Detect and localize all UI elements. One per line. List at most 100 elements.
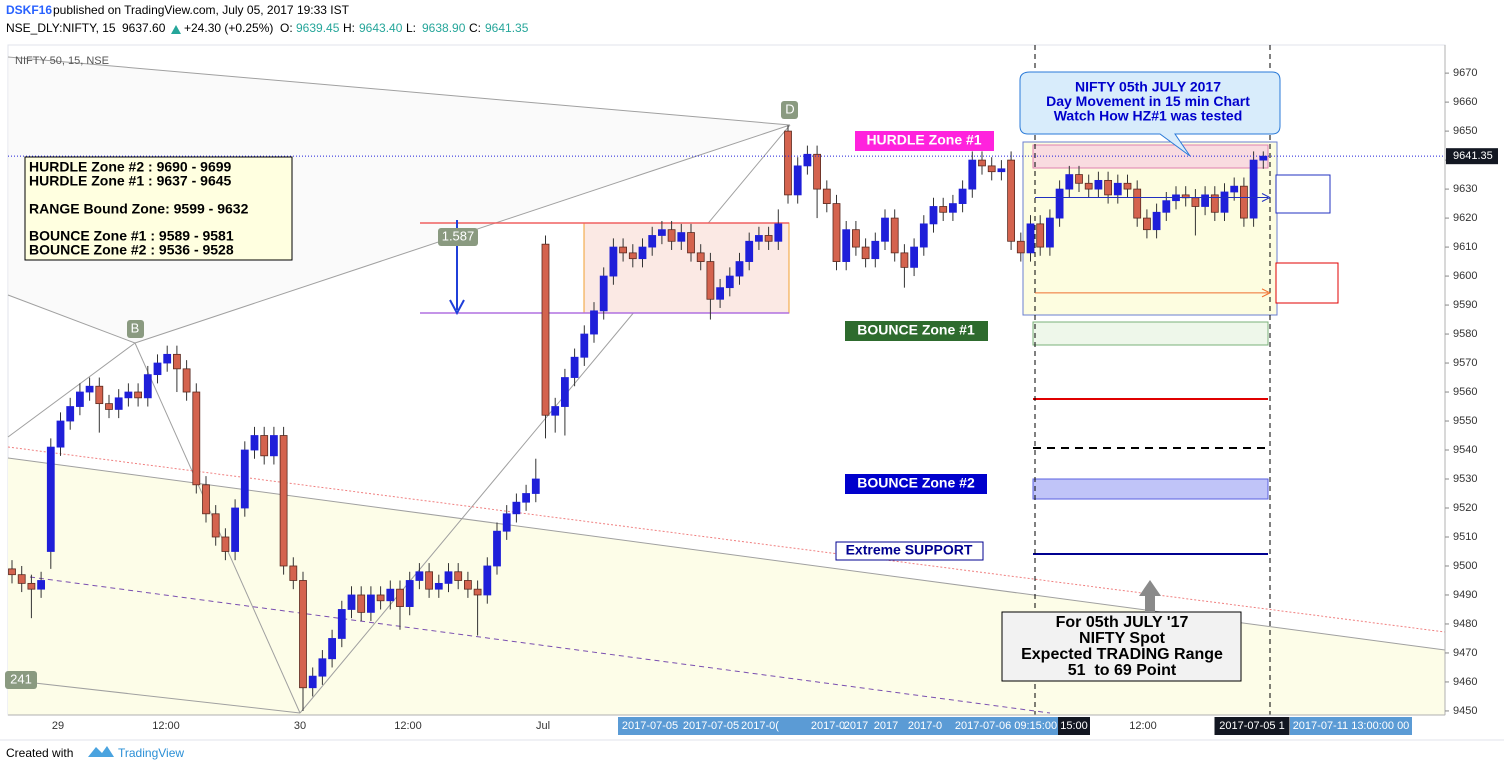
candle-body	[444, 571, 453, 584]
candle-body	[1046, 217, 1054, 248]
candle-body	[1240, 185, 1248, 219]
last-price-label: 9641.35	[1453, 150, 1493, 162]
tv-logo	[88, 746, 114, 757]
ohlc-key: C:	[469, 21, 481, 35]
candle-body	[745, 240, 754, 262]
candle-body	[677, 232, 686, 242]
candle-body	[483, 565, 492, 596]
candle-body	[755, 235, 763, 242]
bounce1-label: BOUNCE Zone #1	[857, 322, 975, 338]
candle-body	[56, 420, 65, 448]
forecast-line: For 05th JULY '17	[1056, 614, 1189, 631]
candle-body	[929, 206, 938, 225]
candle-body	[1249, 159, 1258, 219]
candle-body	[1055, 188, 1064, 219]
date-strip-label: 2017-07-05 1	[1219, 720, 1284, 732]
symbol: NSE_DLY:NIFTY, 15	[6, 21, 116, 35]
footer-created: Created with	[6, 746, 73, 760]
candle-body	[37, 580, 45, 590]
date-strip-bg	[1290, 717, 1412, 735]
candle-body	[182, 368, 191, 393]
candle-body	[725, 275, 734, 289]
date-strip-label: 2017	[844, 720, 868, 732]
candle-body	[842, 229, 851, 262]
x-tick-label: Jul	[536, 720, 550, 732]
candle-body	[648, 235, 657, 248]
candle-body	[434, 582, 443, 590]
candle-body	[949, 203, 957, 213]
candle-body	[764, 235, 773, 242]
candle-body	[347, 594, 356, 610]
candle-body	[143, 374, 152, 399]
candle-body	[531, 478, 540, 494]
candle-body	[599, 275, 608, 312]
point-b: B	[131, 320, 140, 335]
candle-body	[260, 435, 269, 457]
candle-body	[1026, 223, 1035, 254]
published: published on TradingView.com, July 05, 2…	[53, 3, 350, 17]
fib-label-bg	[438, 228, 478, 246]
bounce2-band	[1032, 478, 1269, 500]
extreme-label: Extreme SUPPORT	[846, 542, 973, 558]
weak-arrow	[1261, 288, 1272, 298]
candle-body	[454, 571, 463, 581]
candle-body	[1259, 155, 1268, 161]
y-tick-label: 9550	[1453, 415, 1477, 427]
y-tick-label: 9660	[1453, 96, 1477, 108]
candle-body	[570, 356, 579, 378]
candle-body	[890, 217, 899, 254]
candle-body	[561, 377, 569, 407]
strong-box	[1275, 174, 1331, 214]
point-b-bg	[127, 320, 144, 338]
range-box	[583, 222, 790, 314]
candle-body	[124, 391, 133, 399]
y-tick-label: 9590	[1453, 299, 1477, 311]
axes: 9450 9460 9470 9480 9490 9500 9510 9520 9530 9540…	[52, 67, 1498, 735]
change: +24.30 (+0.25%)	[184, 21, 273, 35]
footer-brand[interactable]: TradingView	[118, 746, 184, 760]
strong-arrow	[1261, 193, 1272, 202]
candle-body	[1104, 179, 1112, 196]
forecast-line: Expected TRADING Range	[1021, 646, 1223, 663]
x-tick-label: 30	[294, 720, 306, 732]
candle-body	[1191, 197, 1200, 207]
candle-body	[881, 217, 889, 242]
hurdle1-label-bg	[855, 131, 994, 151]
candle-body	[153, 362, 162, 376]
candle-body	[667, 229, 676, 242]
candle-body	[240, 449, 249, 509]
candle-body	[299, 580, 307, 689]
candle-body	[1152, 211, 1161, 231]
date-strip-label: 2017	[874, 720, 898, 732]
candle-body	[813, 153, 821, 190]
candle-body	[987, 165, 996, 173]
y-tick-label: 9570	[1453, 357, 1477, 369]
candle-body	[192, 391, 201, 486]
candle-body	[919, 223, 928, 248]
candle-body	[202, 484, 210, 515]
author[interactable]: DSKF16	[6, 3, 52, 17]
candle-body	[211, 513, 220, 538]
candle-body	[105, 403, 113, 410]
candle-body	[8, 568, 16, 576]
candle-body	[687, 232, 695, 254]
info-box	[24, 156, 293, 261]
date-strip-bg	[618, 717, 1058, 735]
y-tick-label: 9670	[1453, 67, 1477, 79]
date-strip-label: 2017-07-11 13:00:00 00	[1293, 720, 1410, 732]
candle-body	[580, 333, 589, 358]
y-tick-label: 9600	[1453, 270, 1477, 282]
candle-body	[1210, 194, 1219, 213]
callout	[1019, 71, 1281, 157]
y-tick-label: 9560	[1453, 386, 1477, 398]
y-tick-label: 9450	[1453, 705, 1477, 717]
candle-body	[861, 246, 870, 260]
candle-body	[289, 565, 298, 581]
pattern-fill	[8, 57, 790, 343]
candle-body	[1220, 191, 1229, 213]
up-arrow	[171, 25, 181, 34]
callout-line: Day Movement in 15 min Chart	[1046, 93, 1250, 109]
x-tick-label: 29	[52, 720, 64, 732]
